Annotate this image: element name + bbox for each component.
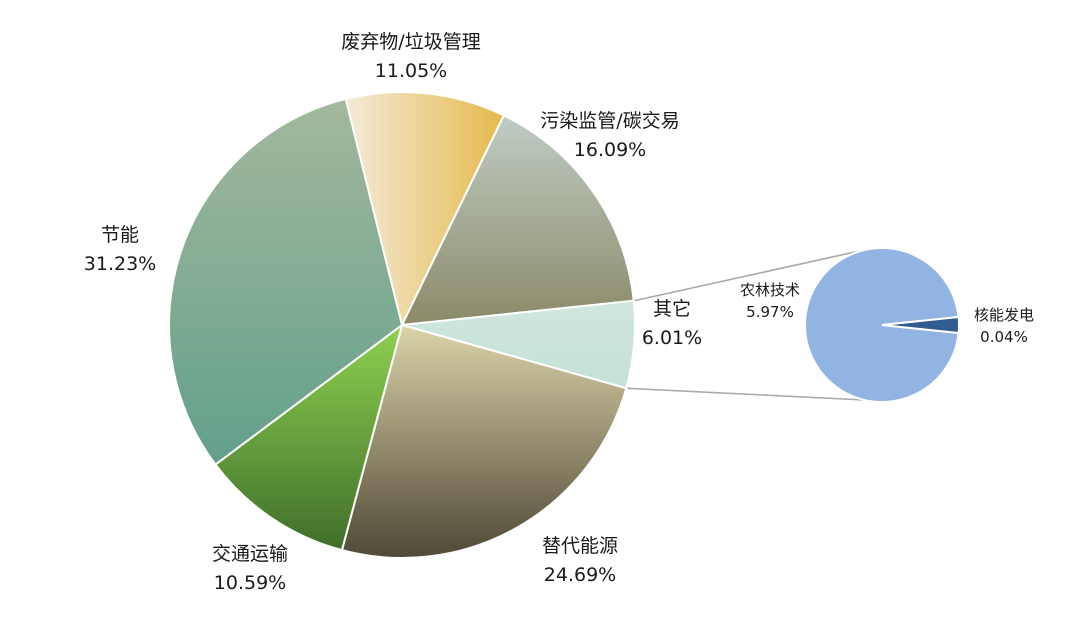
slice-value-label: 6.01% [642, 327, 702, 349]
slice-label: 替代能源 [542, 535, 618, 557]
main-slice-5 [168, 97, 404, 467]
slice-label: 节能 [101, 224, 139, 246]
main-slice-3 [340, 323, 628, 559]
main-slice-1 [400, 114, 635, 327]
secondary-slice-label: 农林技术 [740, 281, 800, 299]
slice-value-label: 10.59% [214, 572, 286, 594]
slice-value-label: 24.69% [544, 564, 616, 586]
labels: 废弃物/垃圾管理 11.05% 污染监管/碳交易 16.09% 其它 6.01% 替代能源 2… [84, 31, 1034, 594]
secondary-slice-value-label: 0.04% [980, 328, 1028, 346]
secondary-slice-1 [881, 315, 961, 335]
secondary-slice-value-label: 5.97% [746, 303, 794, 321]
main-slice-0 [344, 91, 506, 328]
connector-line-bottom [626, 387, 865, 401]
slice-value-label: 11.05% [375, 60, 447, 82]
main-slice-4 [214, 322, 404, 552]
slice-label: 交通运输 [212, 543, 288, 565]
slice-value-label: 16.09% [574, 139, 646, 161]
slice-label: 污染监管/碳交易 [540, 110, 679, 132]
main-pie [168, 91, 636, 559]
secondary-slice-0 [804, 247, 960, 403]
connector-lines [626, 249, 865, 401]
slice-label: 其它 [653, 298, 691, 320]
connector-line-top [633, 249, 865, 302]
secondary-slice-label: 核能发电 [974, 306, 1034, 324]
slice-label: 废弃物/垃圾管理 [341, 31, 480, 53]
slice-value-label: 31.23% [84, 253, 156, 275]
secondary-pie [804, 247, 961, 403]
